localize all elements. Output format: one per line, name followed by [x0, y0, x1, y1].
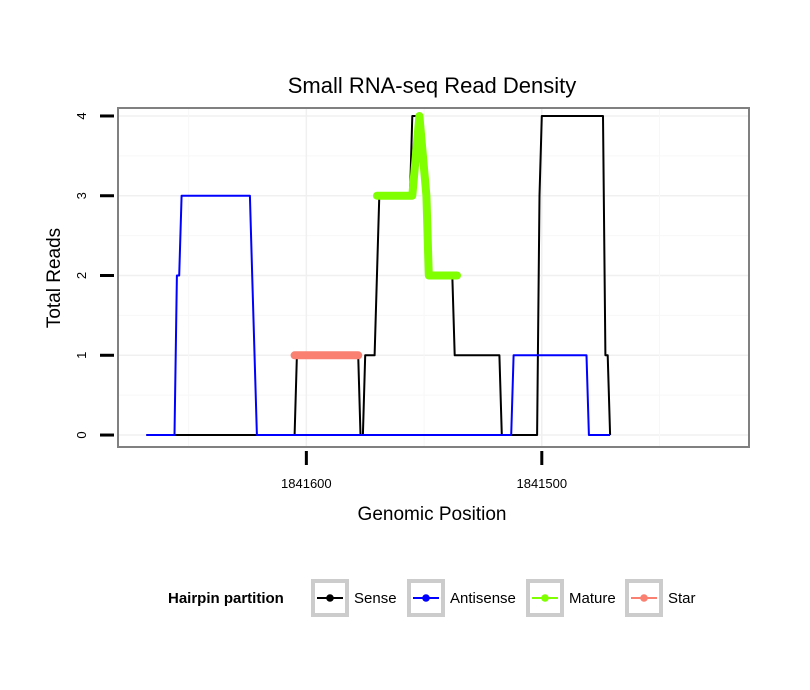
y-axis-title: Total Reads [44, 228, 65, 328]
series-layer [146, 112, 612, 436]
legend-label: Mature [569, 590, 616, 607]
grid [118, 108, 749, 447]
legend-key-point [541, 594, 549, 602]
legend-key-point [422, 594, 430, 602]
plot-border [117, 107, 750, 448]
legend-title: Hairpin partition [168, 590, 284, 607]
x-tick-label: 1841500 [516, 476, 567, 491]
y-tick-label: 1 [74, 352, 89, 359]
legend-label: Antisense [450, 590, 516, 607]
axes: 0 1 2 3 4 1841600 1841500 [74, 112, 567, 491]
legend-item-mature: Mature [526, 579, 616, 617]
legend-key-point [640, 594, 648, 602]
legend-item-star: Star [625, 579, 696, 617]
x-tick-label: 1841600 [281, 476, 332, 491]
y-tick-label: 2 [74, 272, 89, 279]
legend-key-point [326, 594, 334, 602]
y-tick-label: 3 [74, 192, 89, 199]
legend-item-antisense: Antisense [407, 579, 516, 617]
chart-title: Small RNA-seq Read Density [288, 73, 577, 98]
y-tick-label: 4 [74, 112, 89, 119]
legend-label: Star [668, 590, 696, 607]
y-tick-label: 0 [74, 431, 89, 438]
x-axis-title: Genomic Position [358, 504, 507, 525]
series-line-antisense [146, 194, 611, 436]
series-line-mature [373, 112, 461, 280]
legend: Hairpin partition Sense Antisense Mature St… [168, 579, 696, 617]
legend-label: Sense [354, 590, 397, 607]
legend-item-sense: Sense [311, 579, 397, 617]
